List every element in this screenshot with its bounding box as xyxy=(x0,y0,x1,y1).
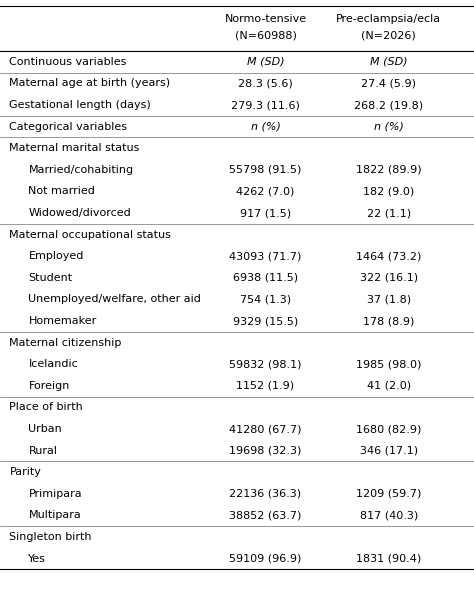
Text: Continuous variables: Continuous variables xyxy=(9,57,127,67)
Text: n (%): n (%) xyxy=(250,122,281,131)
Text: 1152 (1.9): 1152 (1.9) xyxy=(237,381,294,391)
Text: 41 (2.0): 41 (2.0) xyxy=(366,381,411,391)
Text: 1822 (89.9): 1822 (89.9) xyxy=(356,165,421,175)
Text: Gestational length (days): Gestational length (days) xyxy=(9,100,151,110)
Text: 268.2 (19.8): 268.2 (19.8) xyxy=(354,100,423,110)
Text: Multipara: Multipara xyxy=(28,511,81,520)
Text: Widowed/divorced: Widowed/divorced xyxy=(28,208,131,218)
Text: Pre-eclampsia/ecla: Pre-eclampsia/ecla xyxy=(336,14,441,24)
Text: Place of birth: Place of birth xyxy=(9,403,83,412)
Text: 346 (17.1): 346 (17.1) xyxy=(360,446,418,455)
Text: 1209 (59.7): 1209 (59.7) xyxy=(356,489,421,499)
Text: Normo-tensive: Normo-tensive xyxy=(224,14,307,24)
Text: 22136 (36.3): 22136 (36.3) xyxy=(229,489,301,499)
Text: Maternal age at birth (years): Maternal age at birth (years) xyxy=(9,79,171,88)
Text: 43093 (71.7): 43093 (71.7) xyxy=(229,251,301,261)
Text: 37 (1.8): 37 (1.8) xyxy=(366,295,411,304)
Text: 59109 (96.9): 59109 (96.9) xyxy=(229,554,301,563)
Text: 28.3 (5.6): 28.3 (5.6) xyxy=(238,79,293,88)
Text: 1985 (98.0): 1985 (98.0) xyxy=(356,359,421,369)
Text: 279.3 (11.6): 279.3 (11.6) xyxy=(231,100,300,110)
Text: 1464 (73.2): 1464 (73.2) xyxy=(356,251,421,261)
Text: Married/cohabiting: Married/cohabiting xyxy=(28,165,134,175)
Text: n (%): n (%) xyxy=(374,122,404,131)
Text: Homemaker: Homemaker xyxy=(28,316,97,326)
Text: (N=2026): (N=2026) xyxy=(361,31,416,41)
Text: 9329 (15.5): 9329 (15.5) xyxy=(233,316,298,326)
Text: 1680 (82.9): 1680 (82.9) xyxy=(356,424,421,434)
Text: Maternal occupational status: Maternal occupational status xyxy=(9,230,172,239)
Text: 55798 (91.5): 55798 (91.5) xyxy=(229,165,301,175)
Text: Urban: Urban xyxy=(28,424,62,434)
Text: (N=60988): (N=60988) xyxy=(235,31,296,41)
Text: 19698 (32.3): 19698 (32.3) xyxy=(229,446,301,455)
Text: 22 (1.1): 22 (1.1) xyxy=(366,208,411,218)
Text: 1831 (90.4): 1831 (90.4) xyxy=(356,554,421,563)
Text: Singleton birth: Singleton birth xyxy=(9,532,92,542)
Text: 178 (8.9): 178 (8.9) xyxy=(363,316,414,326)
Text: Rural: Rural xyxy=(28,446,57,455)
Text: Maternal citizenship: Maternal citizenship xyxy=(9,338,122,347)
Text: 817 (40.3): 817 (40.3) xyxy=(360,511,418,520)
Text: Not married: Not married xyxy=(28,187,95,196)
Text: Employed: Employed xyxy=(28,251,84,261)
Text: 182 (9.0): 182 (9.0) xyxy=(363,187,414,196)
Text: 6938 (11.5): 6938 (11.5) xyxy=(233,273,298,283)
Text: 27.4 (5.9): 27.4 (5.9) xyxy=(361,79,416,88)
Text: Maternal marital status: Maternal marital status xyxy=(9,143,140,153)
Text: 754 (1.3): 754 (1.3) xyxy=(240,295,291,304)
Text: Primipara: Primipara xyxy=(28,489,82,499)
Text: Parity: Parity xyxy=(9,467,41,477)
Text: Foreign: Foreign xyxy=(28,381,70,391)
Text: 322 (16.1): 322 (16.1) xyxy=(360,273,418,283)
Text: Unemployed/welfare, other aid: Unemployed/welfare, other aid xyxy=(28,295,201,304)
Text: 917 (1.5): 917 (1.5) xyxy=(240,208,291,218)
Text: 4262 (7.0): 4262 (7.0) xyxy=(236,187,295,196)
Text: Yes: Yes xyxy=(28,554,46,563)
Text: 59832 (98.1): 59832 (98.1) xyxy=(229,359,301,369)
Text: M (SD): M (SD) xyxy=(370,57,408,67)
Text: 38852 (63.7): 38852 (63.7) xyxy=(229,511,301,520)
Text: 41280 (67.7): 41280 (67.7) xyxy=(229,424,301,434)
Text: Student: Student xyxy=(28,273,73,283)
Text: Categorical variables: Categorical variables xyxy=(9,122,128,131)
Text: Icelandic: Icelandic xyxy=(28,359,78,369)
Text: M (SD): M (SD) xyxy=(246,57,284,67)
